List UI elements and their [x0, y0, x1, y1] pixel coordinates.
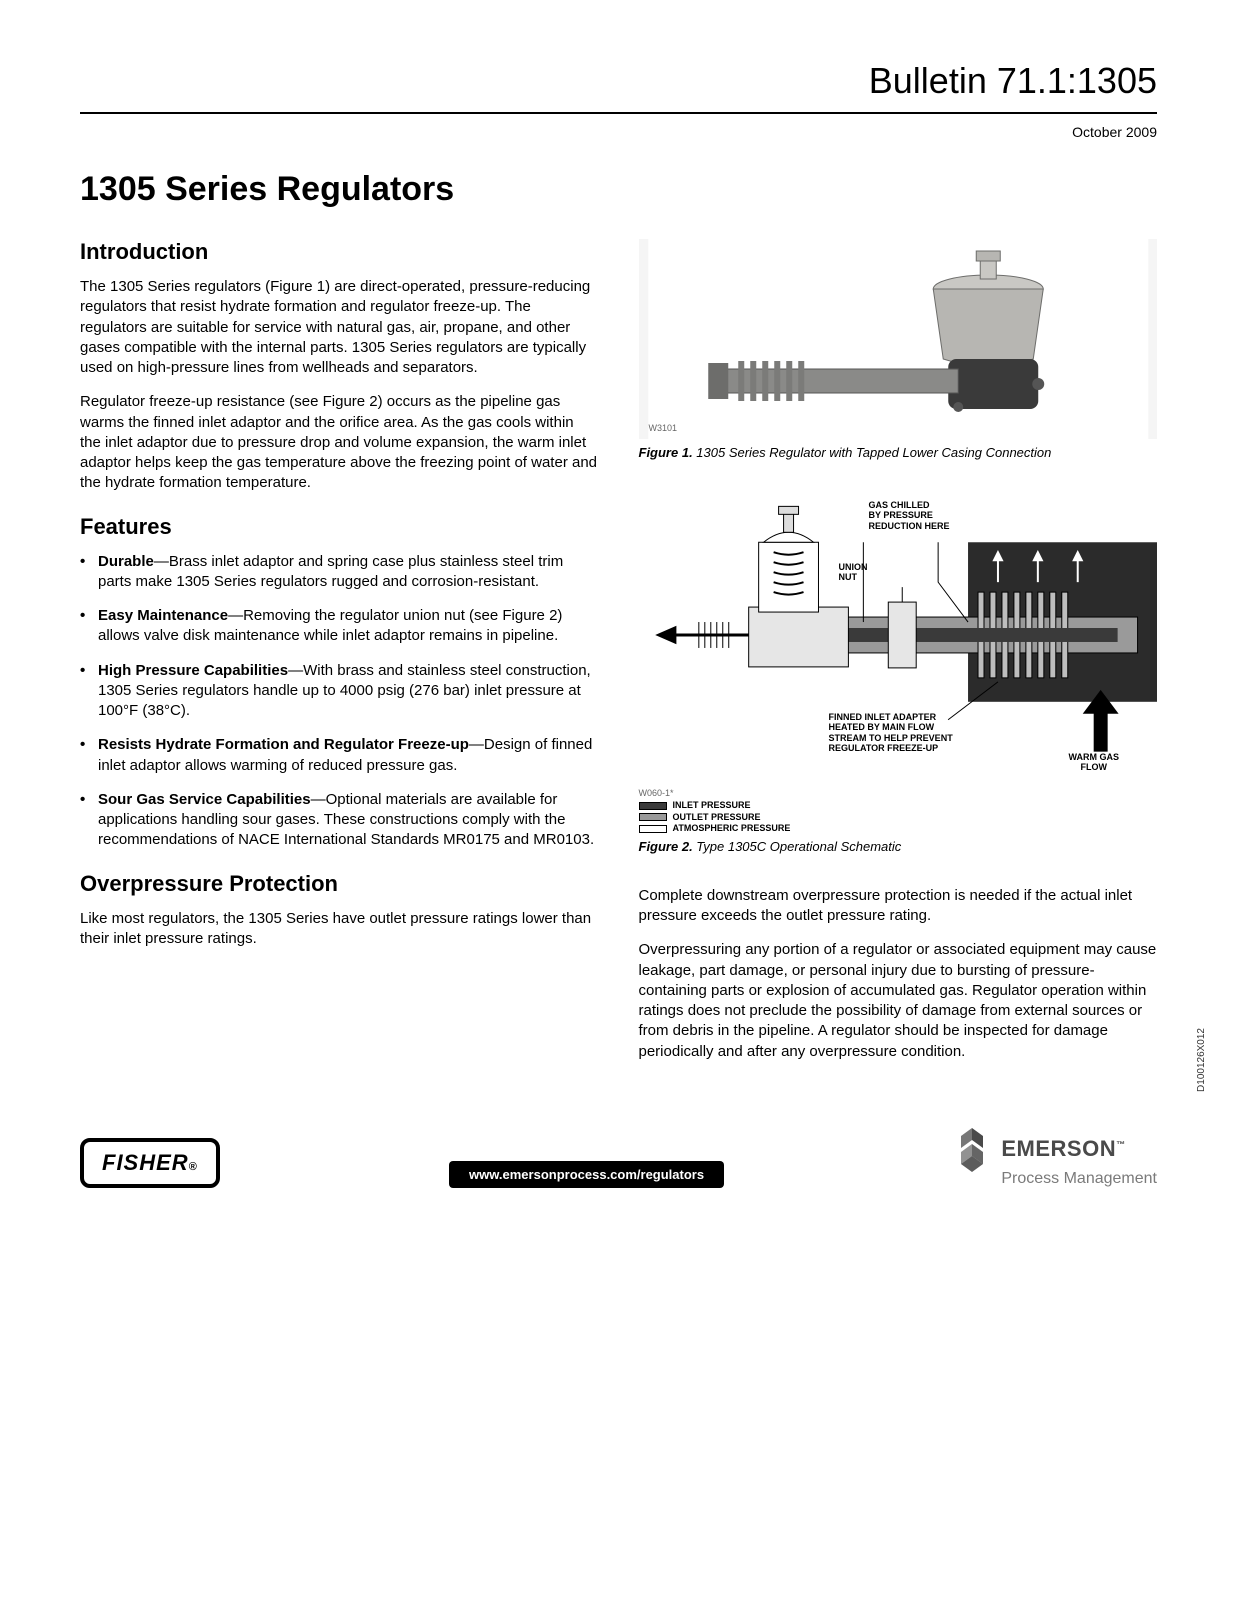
left-column: Introduction The 1305 Series regulators … [80, 239, 599, 1076]
schematic-label-gas-chilled: GAS CHILLEDBY PRESSUREREDUCTION HERE [869, 500, 950, 531]
feature-item: Sour Gas Service Capabilities—Optional m… [98, 790, 599, 851]
feature-label: High Pressure Capabilities [98, 662, 288, 679]
fisher-logo-text: FISHER [102, 1150, 189, 1176]
figure-2-caption-label: Figure 2. [639, 839, 693, 854]
header-rule [80, 112, 1157, 114]
page-title: 1305 Series Regulators [80, 170, 1157, 209]
legend-label-inlet: INLET PRESSURE [673, 800, 751, 812]
feature-label: Durable [98, 553, 154, 570]
intro-paragraph-1: The 1305 Series regulators (Figure 1) ar… [80, 277, 599, 378]
schematic-label-union-nut: UNIONNUT [839, 562, 868, 583]
legend-swatch-atmos [639, 825, 667, 833]
schematic-label-finned: FINNED INLET ADAPTERHEATED BY MAIN FLOWS… [829, 712, 953, 753]
overpressure-paragraph-3: Overpressuring any portion of a regulato… [639, 940, 1158, 1062]
figure-1-caption: Figure 1. 1305 Series Regulator with Tap… [639, 445, 1158, 462]
regulator-photo: W3101 [639, 239, 1158, 439]
schematic-diagram: GAS CHILLEDBY PRESSUREREDUCTION HERE UNI… [639, 482, 1158, 782]
figure-1-caption-label: Figure 1. [639, 445, 693, 460]
feature-item: Durable—Brass inlet adaptor and spring c… [98, 552, 599, 593]
intro-paragraph-2: Regulator freeze-up resistance (see Figu… [80, 392, 599, 493]
emerson-subtitle: Process Management [1001, 1170, 1157, 1188]
legend-inlet: INLET PRESSURE [639, 800, 1158, 812]
feature-label: Easy Maintenance [98, 607, 228, 624]
emerson-text: EMERSON [1001, 1136, 1116, 1161]
figure-2: GAS CHILLEDBY PRESSUREREDUCTION HERE UNI… [639, 482, 1158, 856]
document-id: D100126X012 [1196, 1028, 1207, 1092]
fisher-logo: FISHER® [80, 1138, 220, 1188]
feature-item: Resists Hydrate Formation and Regulator … [98, 735, 599, 776]
photo-id-label: W3101 [649, 423, 678, 433]
page-footer: FISHER® www.emersonprocess.com/regulator… [80, 1126, 1157, 1188]
overpressure-heading: Overpressure Protection [80, 871, 599, 897]
feature-item: Easy Maintenance—Removing the regulator … [98, 606, 599, 647]
legend-swatch-outlet [639, 813, 667, 821]
figure-1-caption-text: 1305 Series Regulator with Tapped Lower … [693, 445, 1052, 460]
figure-2-caption: Figure 2. Type 1305C Operational Schemat… [639, 839, 1158, 856]
feature-text: —Brass inlet adaptor and spring case plu… [98, 553, 563, 590]
features-heading: Features [80, 514, 599, 540]
two-column-layout: Introduction The 1305 Series regulators … [80, 239, 1157, 1076]
legend-label-atmos: ATMOSPHERIC PRESSURE [673, 823, 791, 835]
right-column: W3101 Figure 1. 1305 Series Regulator wi… [639, 239, 1158, 1076]
feature-item: High Pressure Capabilities—With brass an… [98, 661, 599, 722]
figure-1: W3101 Figure 1. 1305 Series Regulator wi… [639, 239, 1158, 462]
overpressure-paragraph-2: Complete downstream overpressure protect… [639, 886, 1158, 927]
emerson-wordmark: EMERSON™ [1001, 1136, 1125, 1162]
regulator-photo-svg [639, 239, 1158, 439]
legend-atmos: ATMOSPHERIC PRESSURE [639, 823, 1158, 835]
feature-label: Sour Gas Service Capabilities [98, 791, 311, 808]
schematic-legend: INLET PRESSURE OUTLET PRESSURE ATMOSPHER… [639, 800, 1158, 835]
feature-label: Resists Hydrate Formation and Regulator … [98, 736, 469, 753]
figure-2-caption-text: Type 1305C Operational Schematic [693, 839, 902, 854]
bulletin-number: Bulletin 71.1:1305 [80, 60, 1157, 102]
legend-swatch-inlet [639, 802, 667, 810]
trademark-symbol: ™ [1116, 1140, 1126, 1150]
registered-mark: ® [189, 1161, 198, 1173]
legend-label-outlet: OUTLET PRESSURE [673, 812, 761, 824]
overpressure-paragraph-1: Like most regulators, the 1305 Series ha… [80, 909, 599, 950]
footer-url: www.emersonprocess.com/regulators [449, 1161, 724, 1188]
features-list: Durable—Brass inlet adaptor and spring c… [80, 552, 599, 851]
schematic-label-warm-gas: WARM GASFLOW [1069, 752, 1120, 773]
emerson-logo-block: EMERSON™ Process Management [953, 1126, 1157, 1188]
legend-outlet: OUTLET PRESSURE [639, 812, 1158, 824]
intro-heading: Introduction [80, 239, 599, 265]
emerson-helix-icon [953, 1126, 991, 1172]
publication-date: October 2009 [80, 124, 1157, 140]
schematic-id: W060-1* [639, 788, 1158, 798]
emerson-logo: EMERSON™ [953, 1126, 1157, 1172]
